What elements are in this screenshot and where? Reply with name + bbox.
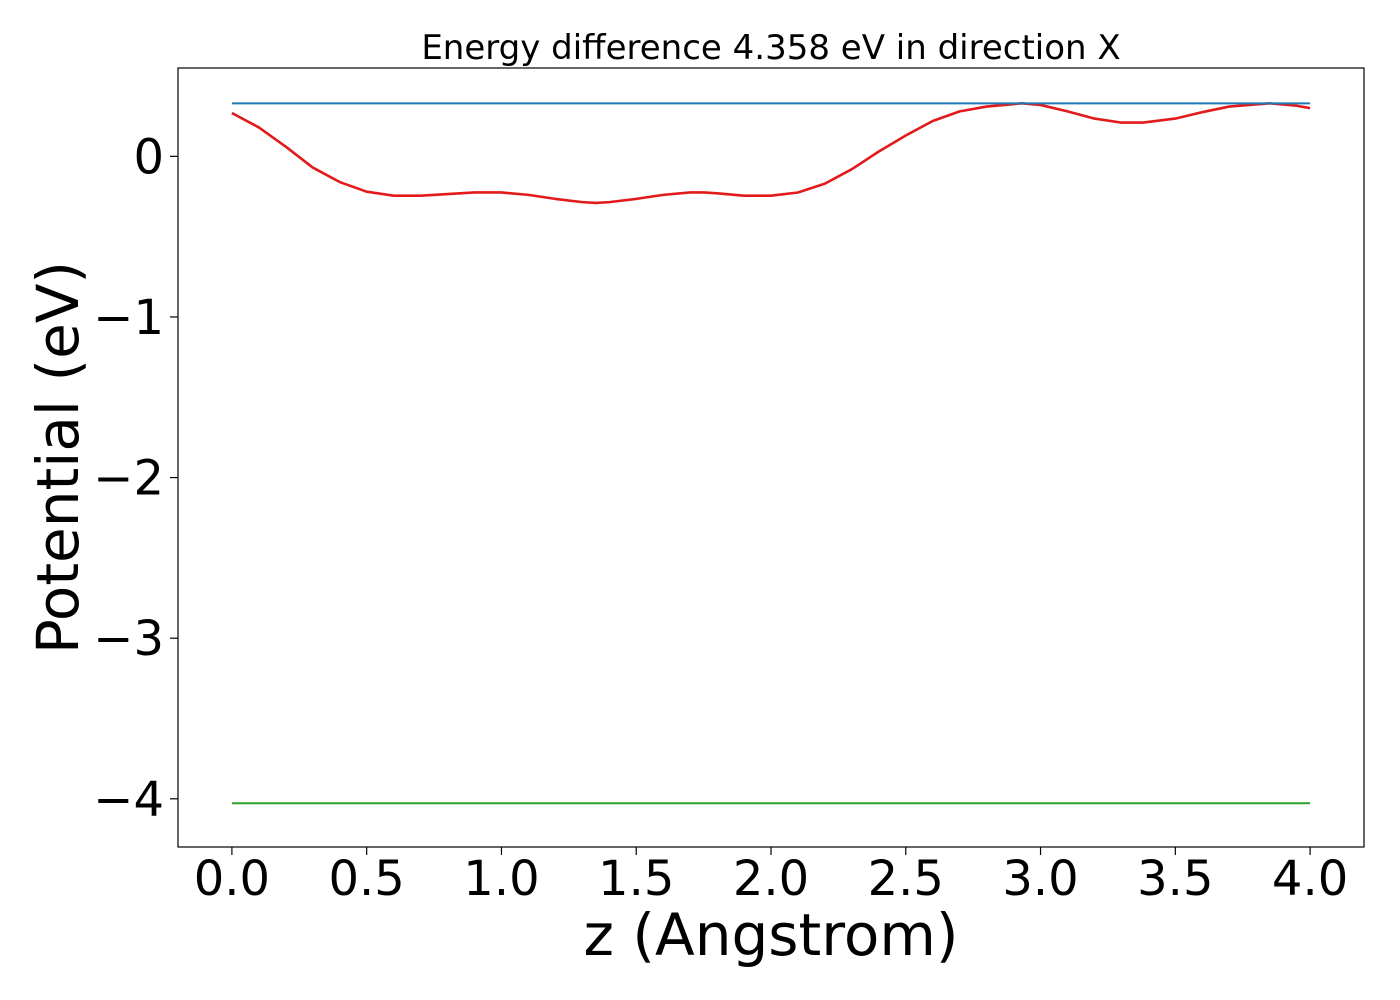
potential-line [231, 102, 1311, 205]
y-tick-label: −3 [93, 611, 164, 667]
y-tick-label: 0 [133, 129, 164, 185]
plot-area [231, 102, 1311, 805]
x-tick-label: 4.0 [1272, 851, 1348, 907]
x-tick-label: 3.0 [1002, 851, 1078, 907]
y-axis-label: Potential (eV) [24, 261, 92, 654]
y-tick-label: −1 [93, 290, 164, 346]
chart-title: Energy difference 4.358 eV in direction … [421, 28, 1120, 68]
y-axis: 0 −1 −2 −3 −4 [93, 129, 178, 828]
x-tick-label: 0.5 [329, 851, 405, 907]
x-tick-label: 2.0 [733, 851, 809, 907]
y-tick-label: −4 [93, 772, 164, 828]
x-tick-label: 3.5 [1137, 851, 1213, 907]
plot-frame [177, 67, 1365, 848]
x-axis: 0.0 0.5 1.0 1.5 2.0 2.5 3.0 3.5 4.0 [194, 847, 1348, 907]
x-tick-label: 0.0 [194, 851, 270, 907]
y-tick-label: −2 [93, 451, 164, 507]
x-axis-label: z (Angstrom) [584, 901, 959, 969]
x-tick-label: 1.5 [598, 851, 674, 907]
x-tick-label: 1.0 [463, 851, 539, 907]
x-tick-label: 2.5 [868, 851, 944, 907]
